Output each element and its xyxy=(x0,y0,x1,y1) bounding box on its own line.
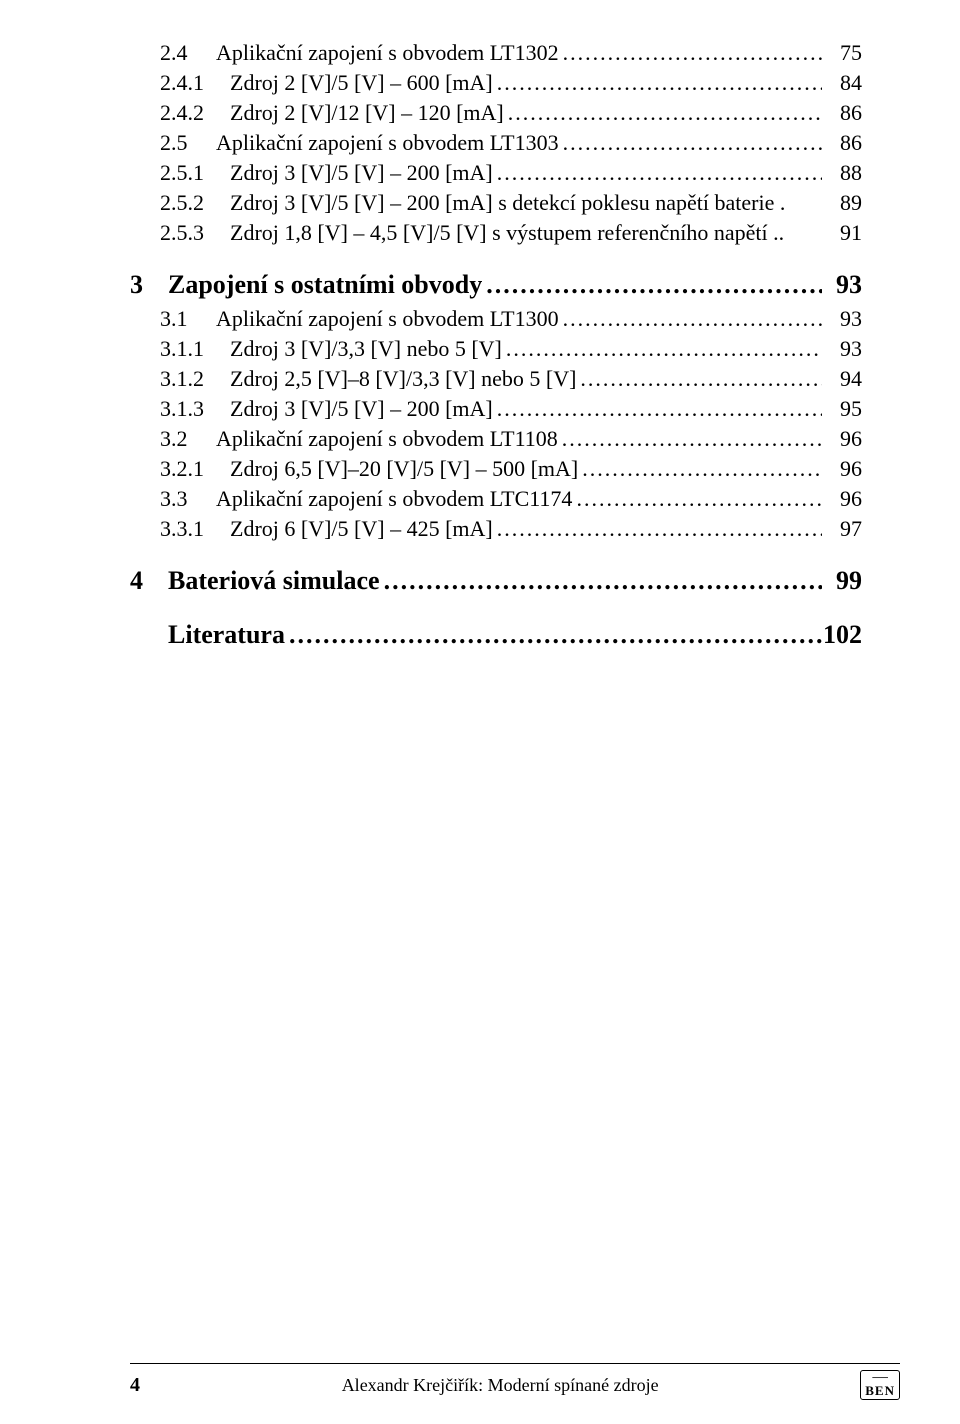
toc-entry-number: 3.1.1 xyxy=(160,336,230,362)
toc-entry: 2.5.3Zdroj 1,8 [V] – 4,5 [V]/5 [V] s výs… xyxy=(160,220,862,246)
toc-entry-number: 2.5 xyxy=(160,130,216,156)
toc-entry: 3.2Aplikační zapojení s obvodem LT1108 96 xyxy=(160,426,862,452)
toc-entry: 2.4.2Zdroj 2 [V]/12 [V] – 120 [mA] 86 xyxy=(160,100,862,126)
toc-entry: 3.3Aplikační zapojení s obvodem LTC1174 9… xyxy=(160,486,862,512)
toc-leader-dots xyxy=(502,336,822,362)
page: 2.4Aplikační zapojení s obvodem LT1302 75… xyxy=(0,0,960,1424)
toc-entry: 2.5.2Zdroj 3 [V]/5 [V] – 200 [mA] s dete… xyxy=(160,190,862,216)
toc-entry: 3.3.1Zdroj 6 [V]/5 [V] – 425 [mA] 97 xyxy=(160,516,862,542)
toc-leader-dots xyxy=(558,426,822,452)
toc-leader-dots xyxy=(559,40,822,66)
toc-entry-page: 96 xyxy=(822,456,862,482)
toc-entry-page: 88 xyxy=(822,160,862,186)
toc-leader-dots xyxy=(578,456,822,482)
toc-entry-page: 97 xyxy=(822,516,862,542)
toc-entry-number: 2.4 xyxy=(160,40,216,66)
toc-entry-page: 95 xyxy=(822,396,862,422)
toc-entry: 3.1.2Zdroj 2,5 [V]–8 [V]/3,3 [V] nebo 5 … xyxy=(160,366,862,392)
toc-entry-number: 3.3 xyxy=(160,486,216,512)
toc-entry-page: 75 xyxy=(822,40,862,66)
toc-entry-label: Aplikační zapojení s obvodem LT1303 xyxy=(216,130,559,156)
toc-entry-label: Zdroj 3 [V]/5 [V] – 200 [mA] xyxy=(230,396,493,422)
toc-entry-label: Aplikační zapojení s obvodem LT1300 xyxy=(216,306,559,332)
toc-leader-dots xyxy=(285,620,822,650)
toc-entry-label: Zdroj 1,8 [V] – 4,5 [V]/5 [V] s výstupem… xyxy=(230,220,784,246)
toc-entry-label: Zdroj 2 [V]/12 [V] – 120 [mA] xyxy=(230,100,504,126)
toc-entry-number: 3.2 xyxy=(160,426,216,452)
toc-leader-dots xyxy=(504,100,822,126)
toc-entry-label: Zdroj 6,5 [V]–20 [V]/5 [V] – 500 [mA] xyxy=(230,456,578,482)
toc-entry-page: 96 xyxy=(822,426,862,452)
toc-entry-page: 99 xyxy=(822,566,862,596)
toc-entry-label: Zdroj 6 [V]/5 [V] – 425 [mA] xyxy=(230,516,493,542)
toc-leader-dots xyxy=(493,70,822,96)
page-footer: 4 Alexandr Krejčiřík: Moderní spínané zd… xyxy=(0,1363,960,1400)
table-of-contents: 2.4Aplikační zapojení s obvodem LT1302 75… xyxy=(130,40,862,656)
toc-entry-label: Aplikační zapojení s obvodem LT1108 xyxy=(216,426,558,452)
toc-leader-dots xyxy=(493,516,822,542)
toc-entry-label: Zdroj 2 [V]/5 [V] – 600 [mA] xyxy=(230,70,493,96)
toc-leader-dots xyxy=(559,306,822,332)
toc-entry-label: Literatura xyxy=(160,620,285,650)
toc-leader-dots xyxy=(493,160,822,186)
toc-entry-label: Aplikační zapojení s obvodem LT1302 xyxy=(216,40,559,66)
toc-entry: 4Bateriová simulace 99 xyxy=(130,566,862,596)
footer-row: 4 Alexandr Krejčiřík: Moderní spínané zd… xyxy=(130,1370,900,1400)
toc-entry-number: 3.2.1 xyxy=(160,456,230,482)
toc-entry-number: 2.5.1 xyxy=(160,160,230,186)
toc-entry-number: 2.5.2 xyxy=(160,190,230,216)
toc-leader-dots xyxy=(380,566,822,596)
toc-entry-label: Zdroj 3 [V]/3,3 [V] nebo 5 [V] xyxy=(230,336,502,362)
toc-entry-label: Zdroj 3 [V]/5 [V] – 200 [mA] s detekcí p… xyxy=(230,190,785,216)
toc-entry-page: 93 xyxy=(822,270,862,300)
toc-entry-page: 94 xyxy=(822,366,862,392)
toc-entry-number: 3.1.2 xyxy=(160,366,230,392)
toc-entry-page: 89 xyxy=(822,190,862,216)
footer-rule xyxy=(130,1363,900,1364)
toc-entry-label: Bateriová simulace xyxy=(160,566,380,596)
toc-entry-page: 84 xyxy=(822,70,862,96)
toc-entry-label: Zapojení s ostatními obvody xyxy=(160,270,482,300)
toc-entry: 3Zapojení s ostatními obvody 93 xyxy=(130,270,862,300)
footer-page-number: 4 xyxy=(130,1374,140,1397)
footer-attribution: Alexandr Krejčiřík: Moderní spínané zdro… xyxy=(140,1375,860,1396)
toc-entry-page: 86 xyxy=(822,100,862,126)
toc-entry-page: 96 xyxy=(822,486,862,512)
toc-entry: 2.4.1Zdroj 2 [V]/5 [V] – 600 [mA] 84 xyxy=(160,70,862,96)
toc-leader-dots xyxy=(572,486,822,512)
toc-entry-page: 86 xyxy=(822,130,862,156)
toc-entry-page: 102 xyxy=(822,620,862,650)
toc-entry-page: 91 xyxy=(822,220,862,246)
toc-leader-dots xyxy=(559,130,822,156)
toc-entry: 2.4Aplikační zapojení s obvodem LT1302 75 xyxy=(160,40,862,66)
toc-entry-number: 3.1 xyxy=(160,306,216,332)
toc-entry: 2.5Aplikační zapojení s obvodem LT1303 86 xyxy=(160,130,862,156)
toc-entry-page: 93 xyxy=(822,336,862,362)
toc-entry-label: Zdroj 3 [V]/5 [V] – 200 [mA] xyxy=(230,160,493,186)
toc-entry-number: 3.3.1 xyxy=(160,516,230,542)
toc-entry-number: 2.4.1 xyxy=(160,70,230,96)
toc-entry-number: 2.4.2 xyxy=(160,100,230,126)
toc-entry-page: 93 xyxy=(822,306,862,332)
toc-leader-dots xyxy=(482,270,822,300)
toc-entry: Literatura 102 xyxy=(130,620,862,650)
toc-entry: 3.1Aplikační zapojení s obvodem LT1300 93 xyxy=(160,306,862,332)
toc-entry: 3.2.1Zdroj 6,5 [V]–20 [V]/5 [V] – 500 [m… xyxy=(160,456,862,482)
toc-entry-number: 4 xyxy=(130,566,160,596)
toc-leader-dots xyxy=(493,396,822,422)
publisher-logo: ── BEN xyxy=(860,1370,900,1400)
toc-entry: 3.1.1Zdroj 3 [V]/3,3 [V] nebo 5 [V] 93 xyxy=(160,336,862,362)
toc-entry: 3.1.3Zdroj 3 [V]/5 [V] – 200 [mA] 95 xyxy=(160,396,862,422)
logo-brand: BEN xyxy=(865,1383,895,1398)
toc-leader-dots xyxy=(576,366,822,392)
toc-entry-number: 3 xyxy=(130,270,160,300)
toc-entry-label: Zdroj 2,5 [V]–8 [V]/3,3 [V] nebo 5 [V] xyxy=(230,366,576,392)
toc-entry: 2.5.1Zdroj 3 [V]/5 [V] – 200 [mA] 88 xyxy=(160,160,862,186)
toc-entry-label: Aplikační zapojení s obvodem LTC1174 xyxy=(216,486,572,512)
toc-entry-number: 3.1.3 xyxy=(160,396,230,422)
toc-entry-number: 2.5.3 xyxy=(160,220,230,246)
